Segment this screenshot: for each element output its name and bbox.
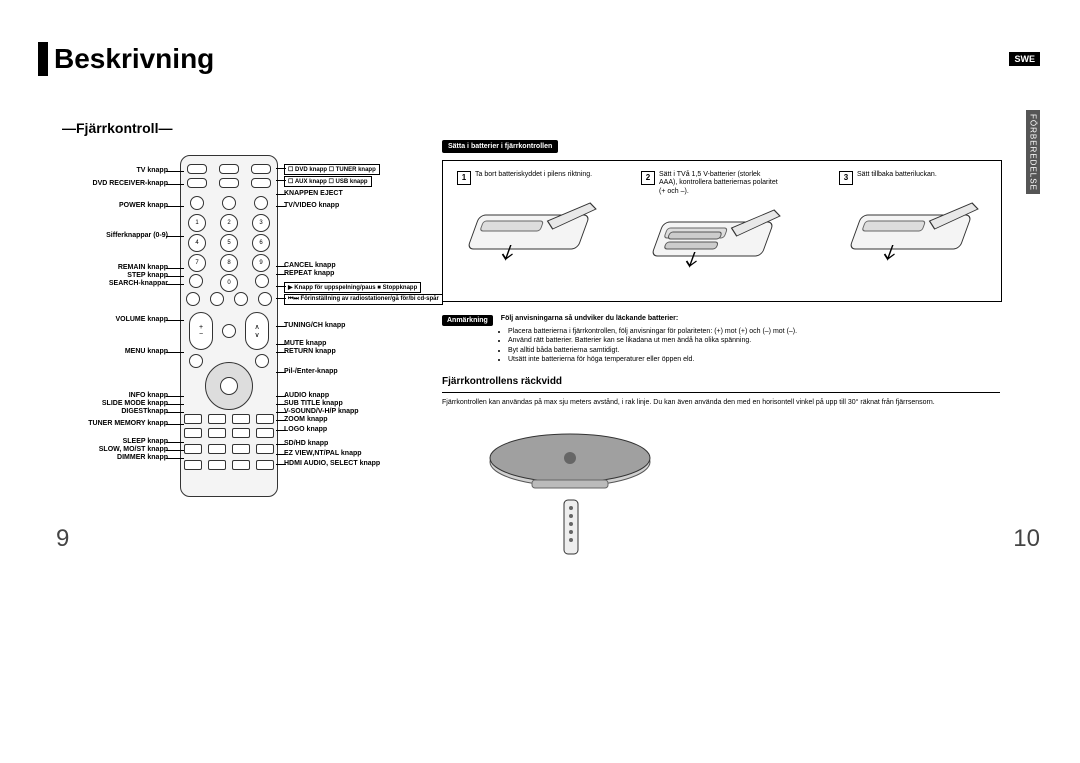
page-title-bar: Beskrivning	[38, 42, 214, 76]
remote-label: DVD RECEIVER-knapp	[93, 180, 168, 187]
remote-label: VOLUME knapp	[115, 316, 168, 323]
note-item: Använd rätt batterier. Batterier kan se …	[508, 337, 1000, 345]
battery-step: 2Sätt i TVå 1,5 V-batterier (storlek AAA…	[641, 171, 811, 277]
section-subtitle: —Fjärrkontroll—	[62, 120, 172, 136]
remote-label: STEP knapp	[127, 272, 168, 279]
remote-label: Pil-/Enter-knapp	[284, 368, 338, 375]
section-tab: FÖRBEREDELSE	[1026, 110, 1040, 194]
page-title: Beskrivning	[54, 43, 214, 75]
remote-label: POWER knapp	[119, 202, 168, 209]
battery-step: 1Ta bort batteriskyddet i pilens riktnin…	[457, 171, 627, 270]
note-block: Anmärkning Följ anvisningarna så undvike…	[442, 315, 1000, 366]
remote-label: SLIDE MODE knapp	[102, 400, 168, 407]
remote-body: 123 456 789 0 +−∧∨	[180, 155, 278, 497]
battery-step: 3Sätt tillbaka batteriluckan.	[839, 171, 1009, 270]
remote-label: CANCEL knapp	[284, 262, 336, 269]
remote-label: DIGESTknapp	[121, 408, 168, 415]
note-tag: Anmärkning	[442, 315, 493, 326]
remote-label: Sifferknappar (0-9)	[106, 232, 168, 239]
remote-label: REMAIN knapp	[118, 264, 168, 271]
remote-label: REPEAT knapp	[284, 270, 334, 277]
remote-label: INFO knapp	[129, 392, 168, 399]
page-number-right: 10	[1013, 525, 1040, 553]
tv-and-remote-icon	[480, 422, 800, 562]
title-stripe	[38, 42, 48, 76]
remote-label: RETURN knapp	[284, 348, 336, 355]
remote-label: SLOW, MO/ST knapp	[99, 446, 168, 453]
language-tag: SWE	[1009, 52, 1040, 66]
remote-label: TV/VIDEO knapp	[284, 202, 339, 209]
remote-label: MUTE knapp	[284, 340, 326, 347]
remote-label: ☐ AUX knapp ☐ USB knapp	[284, 176, 372, 187]
note-item: Utsätt inte batterierna för höga tempera…	[508, 356, 1000, 364]
note-item: Placera batterierna i fjärrkontrollen, f…	[508, 328, 1000, 336]
range-illustration	[480, 422, 800, 562]
remote-label: SUB TITLE knapp	[284, 400, 343, 407]
remote-label: HDMI AUDIO, SELECT knapp	[284, 460, 380, 467]
remote-label: TV knapp	[136, 167, 168, 174]
remote-label: MENU knapp	[125, 348, 168, 355]
manual-page: Beskrivning SWE FÖRBEREDELSE —Fjärrkontr…	[0, 0, 1080, 763]
range-title: Fjärrkontrollens räckvidd	[442, 376, 562, 387]
remote-label: TUNER MEMORY knapp	[88, 420, 168, 427]
remote-label: SEARCH-knappar	[109, 280, 168, 287]
remote-label: ⏮⏭ Förinställning av radiostationer/gå f…	[284, 294, 443, 305]
remote-label: EZ VIEW,NT/PAL knapp	[284, 450, 362, 457]
remote-label: SD/HD knapp	[284, 440, 328, 447]
remote-label: DIMMER knapp	[117, 454, 168, 461]
remote-label: AUDIO knapp	[284, 392, 329, 399]
remote-label: TUNING/CH knapp	[284, 322, 345, 329]
range-text: Fjärrkontrollen kan användas på max sju …	[442, 398, 1000, 407]
page-number-left: 9	[56, 525, 69, 553]
remote-label: ☐ DVD knapp ☐ TUNER knapp	[284, 164, 380, 175]
remote-label: KNAPPEN EJECT	[284, 190, 343, 197]
note-lead: Följ anvisningarna så undviker du läckan…	[501, 315, 678, 322]
remote-label: ▶ Knapp för uppspelning/paus ■ Stoppknap…	[284, 282, 421, 293]
range-rule	[442, 392, 1000, 393]
battery-instructions: 1Ta bort batteriskyddet i pilens riktnin…	[442, 160, 1002, 302]
battery-box-title: Sätta i batterier i fjärrkontrollen	[442, 140, 558, 153]
note-item: Byt alltid båda batterierna samtidigt.	[508, 347, 1000, 355]
remote-label: LOGO knapp	[284, 426, 327, 433]
remote-label: ZOOM knapp	[284, 416, 328, 423]
remote-diagram: 123 456 789 0 +−∧∨ TV knapp DVD RECEIVER-…	[60, 150, 420, 510]
remote-label: SLEEP knapp	[123, 438, 168, 445]
remote-label: V-SOUND/V-H/P knapp	[284, 408, 359, 415]
